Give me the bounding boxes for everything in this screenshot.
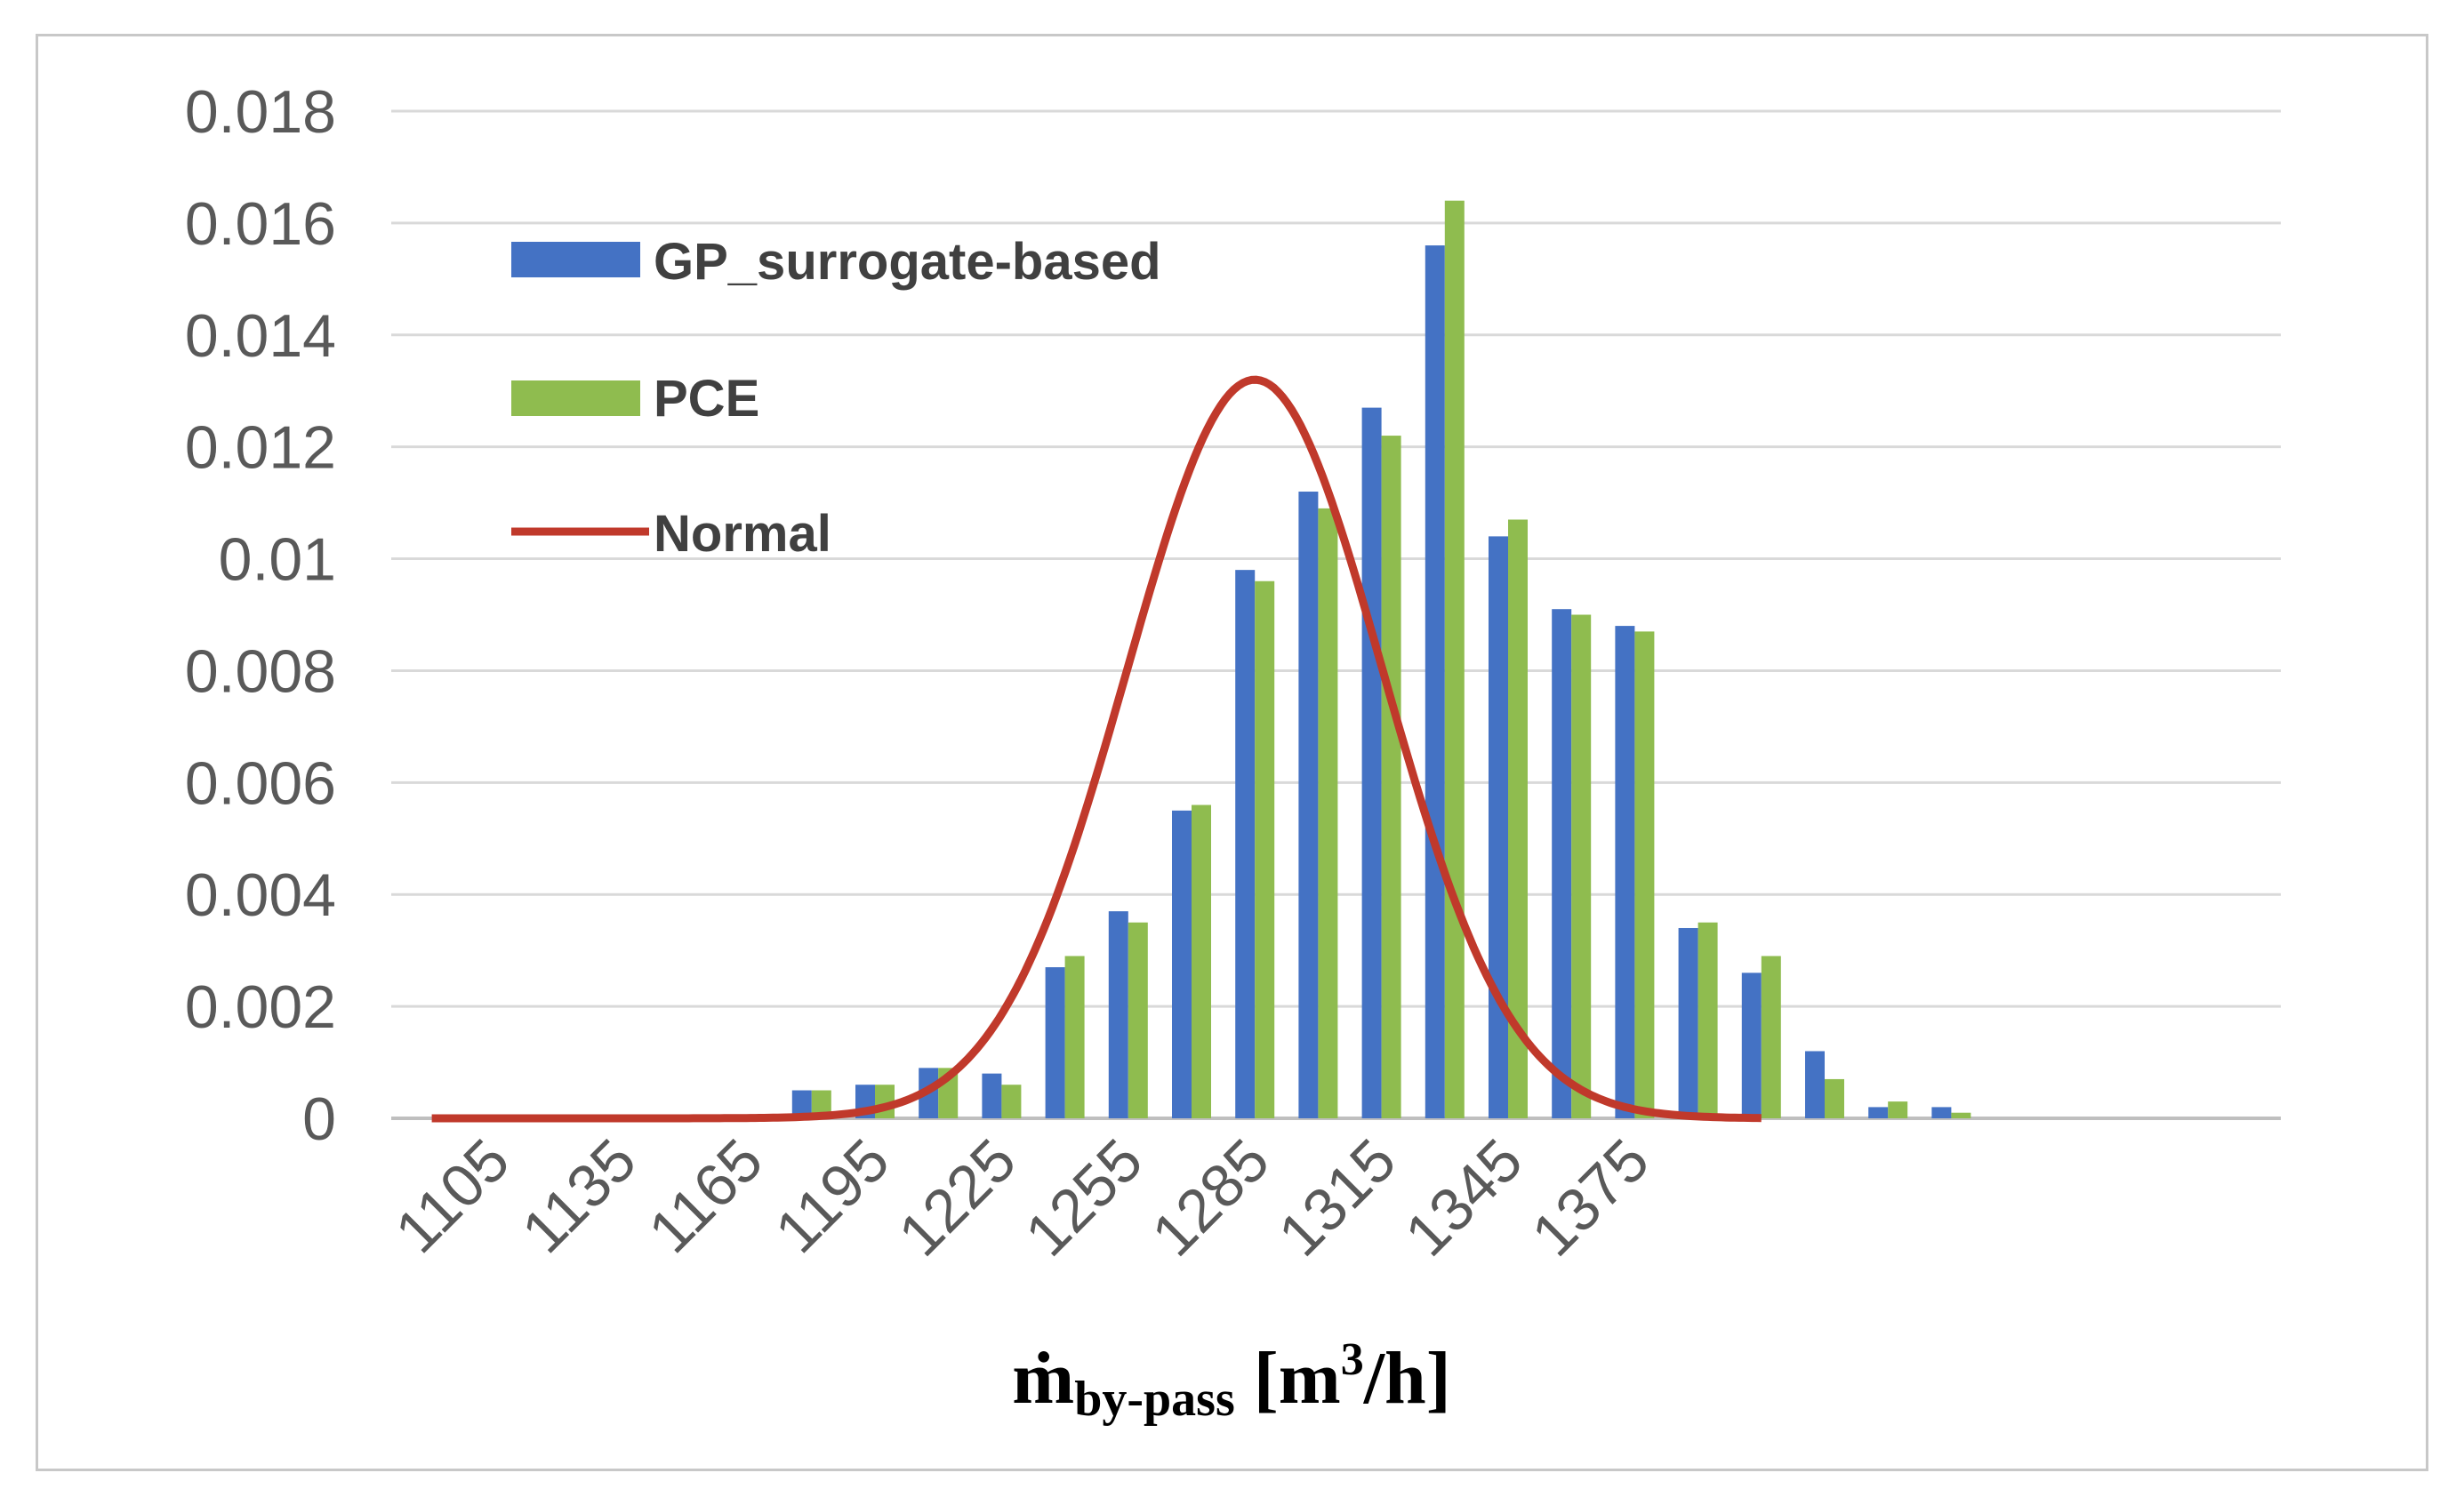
bar-pce: [1381, 436, 1401, 1119]
legend-label-gp: GP_surrogate-based: [654, 233, 1161, 291]
x-tick-label: 1375: [1519, 1126, 1662, 1269]
bar-gp: [1489, 536, 1508, 1118]
x-axis-label-main: ṁ: [1012, 1337, 1074, 1420]
x-axis-label-unit-close: /h]: [1363, 1337, 1451, 1420]
normal-curve-group: [431, 375, 1762, 1123]
x-tick-label: 1195: [762, 1126, 902, 1266]
y-tick-label: 0.018: [185, 78, 336, 146]
y-tick-label: 0.006: [185, 749, 336, 817]
x-tick-label: 1225: [886, 1126, 1029, 1269]
bar-gp: [791, 1090, 812, 1118]
bar-pce: [1571, 614, 1592, 1118]
y-axis-ticks: 0 0.002 0.004 0.006 0.008 0.01 0.012 0.014 0.016…: [185, 78, 336, 1153]
bar-pce: [1951, 1112, 1971, 1118]
legend: GP_surrogate-based PCE Normal: [511, 233, 1161, 563]
bar-gp: [982, 1073, 1002, 1118]
legend-swatch-gp: [511, 242, 640, 277]
bar-gp: [1552, 609, 1572, 1118]
y-tick-label: 0.002: [185, 973, 336, 1041]
x-axis-label-subscript: by-pass: [1074, 1372, 1235, 1427]
x-axis-label-unit-open: [m: [1235, 1337, 1341, 1420]
bar-gp: [1361, 407, 1382, 1118]
x-tick-label: 1105: [382, 1126, 522, 1266]
y-tick-label: 0: [302, 1085, 336, 1153]
bar-gp: [1741, 973, 1762, 1118]
bar-gp: [1235, 570, 1256, 1118]
bar-pce: [1192, 805, 1211, 1118]
bar-gp: [1805, 1051, 1825, 1118]
legend-label-pce: PCE: [654, 370, 759, 428]
bar-pce: [1064, 956, 1085, 1118]
x-axis-label-unit-sup: 3: [1341, 1334, 1364, 1385]
bar-gp: [1615, 626, 1635, 1118]
chart-frame: [36, 34, 2428, 1471]
bar-pce: [1888, 1101, 1908, 1118]
x-tick-label: 1315: [1265, 1126, 1409, 1269]
bar-pce: [1761, 956, 1781, 1118]
bar-pce: [1698, 922, 1718, 1118]
bar-pce: [1255, 580, 1275, 1118]
bar-gp: [1868, 1107, 1889, 1118]
y-tick-label: 0.014: [185, 302, 336, 370]
bar-pce: [1001, 1085, 1022, 1118]
legend-swatch-pce: [511, 380, 640, 416]
bar-pce: [1825, 1078, 1844, 1118]
normal-curve-line: [431, 375, 1762, 1123]
bar-gp: [1678, 927, 1698, 1118]
x-tick-label: 1285: [1139, 1126, 1282, 1269]
bar-pce: [811, 1090, 831, 1118]
bar-gp: [1172, 810, 1192, 1118]
y-tick-label: 0.01: [219, 526, 336, 594]
bar-gp: [1298, 492, 1319, 1118]
x-tick-label: 1165: [636, 1126, 775, 1266]
bar-pce: [1318, 508, 1338, 1118]
y-tick-label: 0.004: [185, 861, 336, 929]
legend-label-normal: Normal: [654, 505, 831, 563]
y-tick-label: 0.016: [185, 190, 336, 258]
x-axis-label: ṁby-pass [m3/h]: [1012, 1334, 1451, 1427]
x-tick-label: 1345: [1393, 1126, 1536, 1269]
x-tick-label: 1135: [510, 1126, 649, 1266]
x-tick-label: 1255: [1013, 1126, 1156, 1269]
bar-gp: [1931, 1107, 1952, 1118]
bar-pce: [1634, 631, 1655, 1118]
y-tick-label: 0.012: [185, 414, 336, 482]
bar-pce: [1508, 519, 1528, 1118]
bar-pce: [1128, 922, 1148, 1118]
bar-pce: [1444, 200, 1465, 1119]
y-tick-label: 0.008: [185, 637, 336, 705]
bar-gp: [1425, 245, 1445, 1119]
bar-gp: [1045, 967, 1065, 1118]
bar-gp: [1108, 911, 1128, 1118]
